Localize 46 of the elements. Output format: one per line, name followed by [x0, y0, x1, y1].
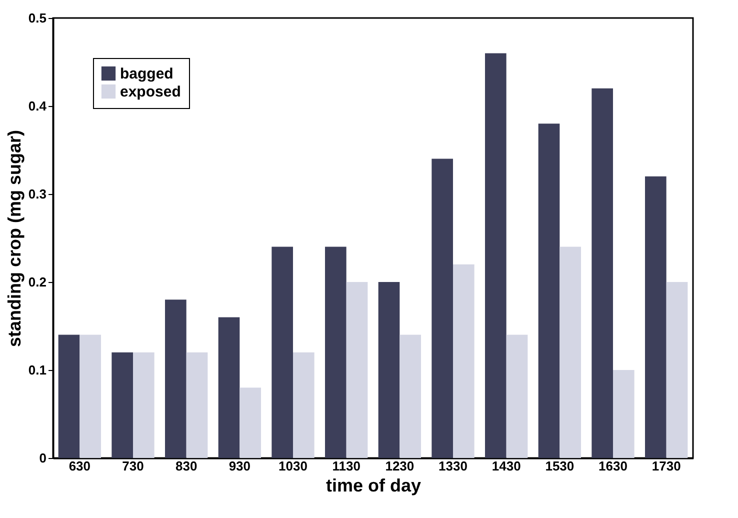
x-tick-label: 1430: [492, 458, 521, 474]
bar: [666, 282, 688, 458]
bar: [432, 158, 453, 458]
legend-label: exposed: [120, 84, 181, 100]
x-tick-label: 930: [228, 458, 251, 474]
bar: [378, 282, 400, 458]
y-tick-label: 0.5: [28, 10, 46, 26]
bar: [506, 334, 528, 458]
y-tick-label: 0.1: [28, 362, 46, 378]
bar: [613, 370, 634, 458]
x-tick-label: 1630: [598, 458, 628, 474]
x-tick-label: 730: [122, 458, 144, 474]
y-tick-label: 0.4: [28, 98, 48, 114]
bar: [186, 352, 208, 458]
x-axis-title: time of day: [326, 476, 422, 496]
y-tick-label: 0.3: [28, 186, 46, 202]
x-tick-label: 830: [175, 458, 198, 474]
x-tick-label: 1730: [652, 458, 681, 474]
bar: [218, 317, 240, 458]
x-tick-label: 1530: [545, 458, 574, 474]
bar: [112, 352, 133, 458]
x-tick-label: 1230: [385, 458, 414, 474]
bar: [400, 334, 421, 458]
bar: [272, 246, 293, 458]
x-tick-label: 1330: [438, 458, 468, 474]
bar: [80, 334, 101, 458]
bar: [485, 53, 506, 458]
x-tick-label: 1030: [278, 458, 308, 474]
y-tick-label: 0.2: [28, 274, 46, 290]
bar: [325, 246, 346, 458]
bar: [560, 246, 581, 458]
x-tick-label: 1130: [332, 458, 360, 474]
bar: [538, 124, 560, 458]
bar: [346, 282, 368, 458]
legend-label: bagged: [120, 66, 174, 82]
y-tick-label: 0: [39, 450, 46, 466]
bar: [453, 264, 474, 458]
bar: [240, 388, 261, 458]
x-tick-label: 630: [68, 458, 91, 474]
bar: [165, 300, 186, 458]
bar: [58, 334, 80, 458]
bar: [592, 88, 613, 458]
bar: [293, 352, 314, 458]
bar: [133, 352, 154, 458]
bar: [645, 176, 666, 458]
y-axis-title: standing crop (mg sugar): [4, 130, 24, 348]
